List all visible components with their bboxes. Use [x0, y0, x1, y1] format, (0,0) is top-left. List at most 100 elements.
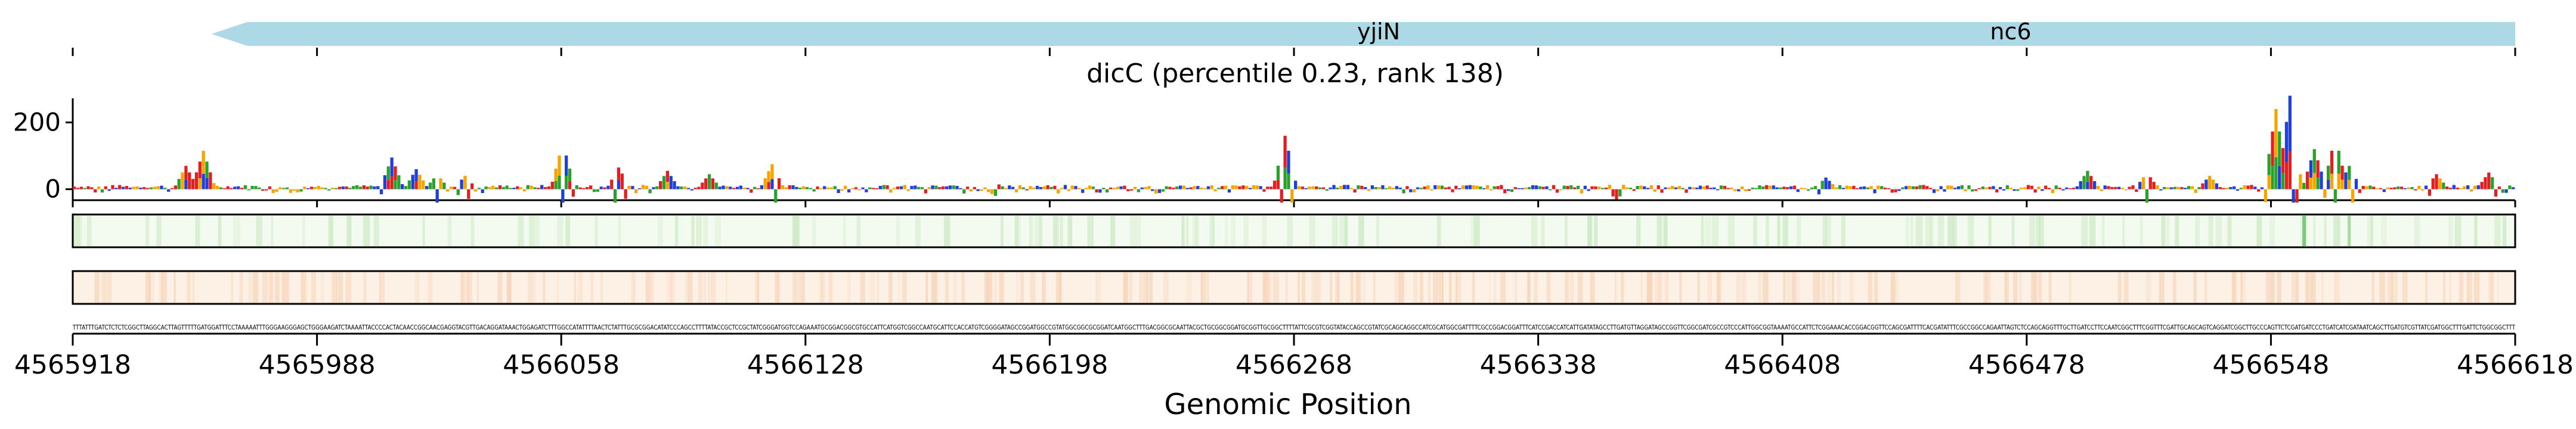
orange-track-band — [2425, 272, 2428, 303]
logo-letter-A — [177, 179, 181, 189]
orange-track-band — [338, 272, 343, 303]
logo-letter-A — [83, 188, 86, 189]
logo-letter-C — [2229, 186, 2233, 189]
logo-letter-G — [1029, 186, 1032, 189]
logo-letter-G — [1147, 186, 1151, 189]
logo-letter-T — [732, 188, 736, 189]
logo-letter-C — [2065, 187, 2069, 189]
logo-letter-T — [1723, 185, 1726, 189]
logo-letter-C — [2233, 186, 2236, 189]
logo-letter-G — [1667, 187, 1671, 189]
logo-letter-T — [1594, 186, 1597, 189]
logo-letter-T — [2246, 185, 2250, 189]
logo-letter-A — [833, 186, 837, 189]
logo-letter-C — [1643, 186, 1646, 189]
orange-track-band — [1891, 272, 1896, 303]
green-track-band — [2089, 216, 2096, 246]
green-track-band — [2370, 216, 2373, 246]
orange-track-band — [1489, 272, 1491, 303]
logo-letter-T — [2448, 187, 2453, 189]
green-track-band — [1181, 216, 1185, 246]
logo-letter-T — [788, 185, 791, 189]
orange-track-band — [934, 272, 939, 303]
logo-letter-A — [1402, 189, 1405, 194]
logo-letter-A — [1751, 187, 1754, 189]
logo-letter-T — [222, 188, 226, 189]
logo-letter-A — [596, 189, 599, 192]
logo-letter-C — [2288, 95, 2292, 152]
logo-letter-G — [1964, 189, 1967, 191]
logo-letter-G — [2417, 185, 2421, 189]
green-track-band — [896, 216, 900, 246]
logo-letter-T — [2431, 178, 2435, 189]
logo-letter-G — [422, 180, 425, 189]
orange-track-band — [1763, 272, 1769, 303]
green-track-band — [1822, 216, 1828, 246]
logo-letter-C — [1796, 189, 1800, 192]
logo-letter-T — [240, 188, 244, 189]
logo-letter-G — [156, 186, 160, 189]
logo-letter-G — [1649, 185, 1654, 189]
logo-letter-G — [2267, 175, 2271, 189]
green-track-band — [2333, 216, 2340, 246]
logo-letter-T — [188, 172, 191, 189]
logo-letter-A — [432, 178, 435, 189]
logo-letter-T — [174, 185, 177, 189]
logo-letter-C — [1081, 189, 1085, 193]
logo-letter-T — [2372, 186, 2376, 189]
logo-letter-T — [1615, 189, 1618, 200]
orange-track-band — [2467, 272, 2472, 303]
logo-letter-A — [613, 189, 617, 203]
logo-letter-T — [2487, 172, 2491, 189]
logo-letter-G — [1367, 189, 1371, 191]
orange-track-band — [925, 272, 928, 303]
green-track-band — [1376, 216, 1380, 246]
orange-track-band — [801, 272, 806, 303]
logo-letter-T — [1566, 185, 1569, 189]
logo-letter-G — [1388, 186, 1392, 189]
green-track-band — [422, 216, 425, 246]
logo-letter-G — [1144, 186, 1147, 189]
green-track-band — [703, 216, 708, 246]
logo-letter-C — [2061, 189, 2065, 191]
orange-track-band — [379, 272, 382, 303]
logo-letter-G — [135, 186, 139, 189]
x-axis-tick-label: 4566478 — [1968, 350, 2085, 380]
logo-letter-G — [1339, 185, 1343, 189]
logo-letter-A — [355, 185, 359, 189]
logo-letter-C — [1395, 186, 1398, 189]
logo-letter-T — [1632, 189, 1636, 191]
logo-letter-T — [2414, 189, 2417, 191]
logo-letter-T — [750, 189, 753, 193]
logo-letter-C — [865, 189, 868, 192]
green-track-band — [1925, 216, 1933, 246]
logo-letter-T — [362, 185, 366, 189]
green-track-band — [1777, 216, 1781, 246]
orange-track-band — [986, 272, 992, 303]
logo-letter-T — [2114, 186, 2117, 189]
orange-track-band — [710, 272, 716, 303]
x-axis-tick-label: 4566058 — [503, 350, 620, 380]
orange-track-band — [1758, 272, 1762, 303]
orange-track-band — [725, 272, 727, 303]
logo-letter-T — [1883, 187, 1887, 189]
logo-letter-T — [2361, 186, 2365, 189]
logo-letter-A — [1385, 188, 1388, 189]
logo-letter-C — [1841, 188, 1845, 189]
logo-letter-A — [1091, 186, 1095, 189]
logo-letter-G — [819, 188, 823, 189]
logo-letter-A — [2312, 149, 2316, 173]
orange-track-band — [428, 272, 433, 303]
logo-letter-T — [1276, 179, 1280, 189]
logo-letter-G — [1290, 189, 1294, 203]
logo-letter-T — [2271, 131, 2274, 166]
logo-letter-A — [1318, 187, 1322, 189]
logo-letter-G — [840, 189, 844, 191]
green-track-band — [218, 216, 222, 246]
logo-letter-T — [1266, 186, 1270, 189]
logo-letter-G — [1768, 185, 1772, 189]
orange-track-band — [2473, 272, 2480, 303]
logo-letter-G — [202, 151, 205, 174]
logo-letter-C — [1364, 186, 1367, 189]
orange-track-band — [798, 272, 802, 303]
